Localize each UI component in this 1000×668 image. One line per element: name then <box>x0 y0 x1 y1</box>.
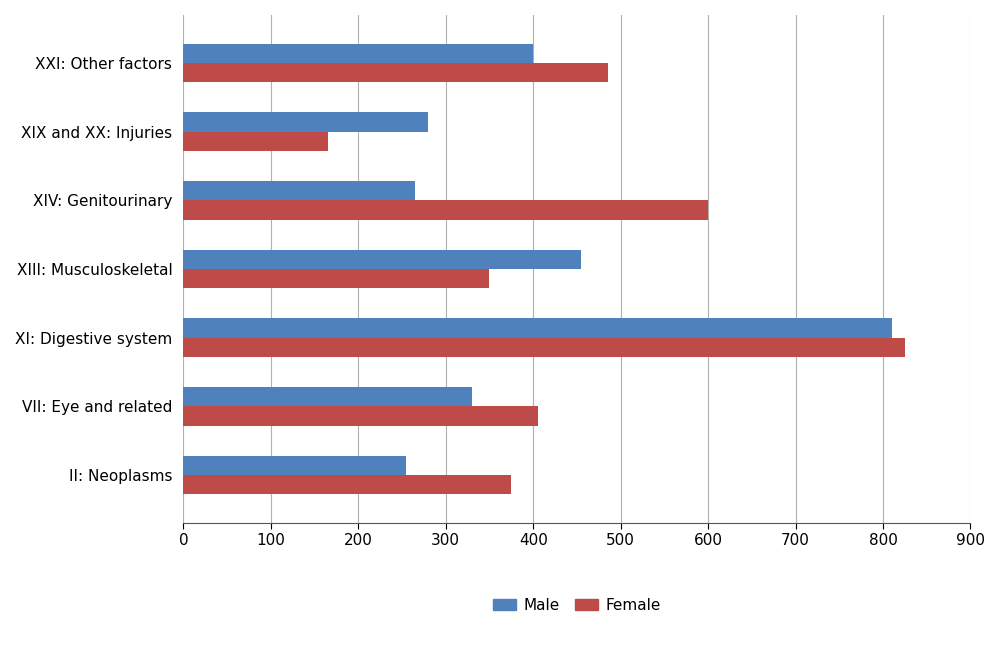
Bar <box>183 319 892 337</box>
Bar <box>183 181 415 200</box>
Bar <box>183 475 511 494</box>
Legend: Male, Female: Male, Female <box>487 592 667 619</box>
Bar <box>183 406 538 426</box>
Bar <box>183 200 708 220</box>
Bar <box>183 269 489 288</box>
Bar <box>183 44 533 63</box>
Bar <box>183 63 608 82</box>
Bar <box>183 132 328 151</box>
Bar <box>183 250 581 269</box>
Bar <box>183 112 428 132</box>
Bar <box>183 456 406 475</box>
Bar <box>183 387 472 406</box>
Bar <box>183 337 905 357</box>
